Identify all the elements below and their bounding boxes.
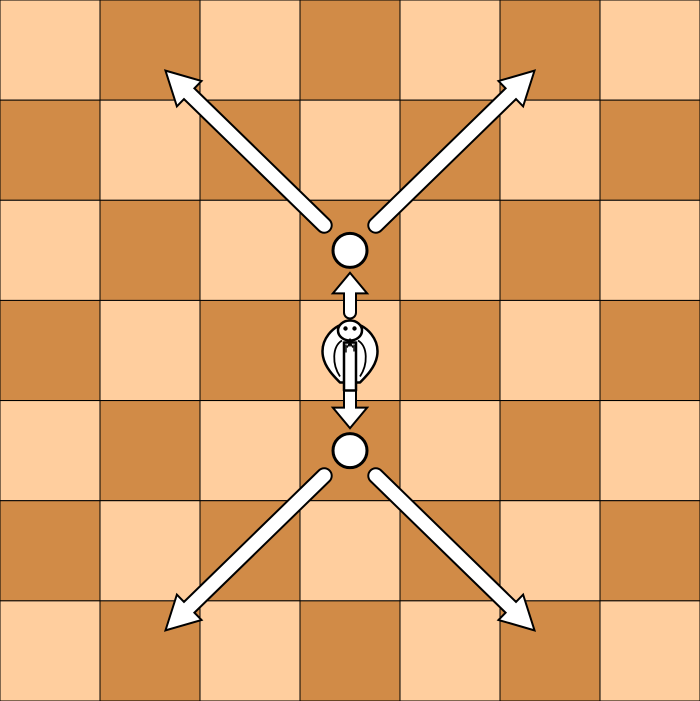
move-target-d3[interactable] bbox=[331, 432, 369, 470]
square-a2[interactable] bbox=[0, 500, 101, 602]
square-e3[interactable] bbox=[399, 400, 501, 502]
square-b2[interactable] bbox=[99, 500, 201, 602]
move-target-d5[interactable] bbox=[331, 231, 369, 269]
cobra-icon bbox=[321, 319, 379, 392]
square-e5[interactable] bbox=[399, 199, 501, 301]
square-a5[interactable] bbox=[0, 199, 101, 301]
square-f4[interactable] bbox=[499, 299, 601, 402]
square-b3[interactable] bbox=[99, 400, 201, 502]
square-b5[interactable] bbox=[99, 199, 201, 301]
move-arrows bbox=[163, 69, 537, 632]
square-g4[interactable] bbox=[599, 299, 700, 402]
square-c5[interactable] bbox=[199, 199, 301, 301]
square-c7[interactable] bbox=[199, 0, 301, 101]
square-g5[interactable] bbox=[599, 199, 700, 301]
square-g2[interactable] bbox=[599, 500, 700, 602]
square-e7[interactable] bbox=[399, 0, 501, 101]
arrow-up-right bbox=[367, 69, 537, 234]
arrow-step-down bbox=[330, 381, 370, 430]
square-d6[interactable] bbox=[299, 99, 401, 201]
square-a7[interactable] bbox=[0, 0, 101, 101]
cobra-piece[interactable] bbox=[321, 319, 379, 392]
square-f2[interactable] bbox=[499, 500, 601, 602]
square-c4[interactable] bbox=[199, 299, 301, 402]
square-a4[interactable] bbox=[0, 299, 101, 402]
square-g3[interactable] bbox=[599, 400, 700, 502]
arrow-down-right bbox=[367, 467, 537, 632]
move-targets bbox=[331, 231, 369, 470]
arrow-step-up bbox=[330, 271, 370, 320]
square-d7[interactable] bbox=[299, 0, 401, 101]
arrow-up-left bbox=[163, 69, 333, 234]
square-d2[interactable] bbox=[299, 500, 401, 602]
square-b4[interactable] bbox=[99, 299, 201, 402]
square-g7[interactable] bbox=[599, 0, 700, 101]
square-c3[interactable] bbox=[199, 400, 301, 502]
square-e1[interactable] bbox=[399, 600, 501, 701]
square-e4[interactable] bbox=[399, 299, 501, 402]
square-g6[interactable] bbox=[599, 99, 700, 201]
square-f3[interactable] bbox=[499, 400, 601, 502]
square-a1[interactable] bbox=[0, 600, 101, 701]
square-f6[interactable] bbox=[499, 99, 601, 201]
square-g1[interactable] bbox=[599, 600, 700, 701]
square-d1[interactable] bbox=[299, 600, 401, 701]
square-c1[interactable] bbox=[199, 600, 301, 701]
square-a6[interactable] bbox=[0, 99, 101, 201]
square-f5[interactable] bbox=[499, 199, 601, 301]
square-b6[interactable] bbox=[99, 99, 201, 201]
square-a3[interactable] bbox=[0, 400, 101, 502]
arrow-down-left bbox=[163, 467, 333, 632]
